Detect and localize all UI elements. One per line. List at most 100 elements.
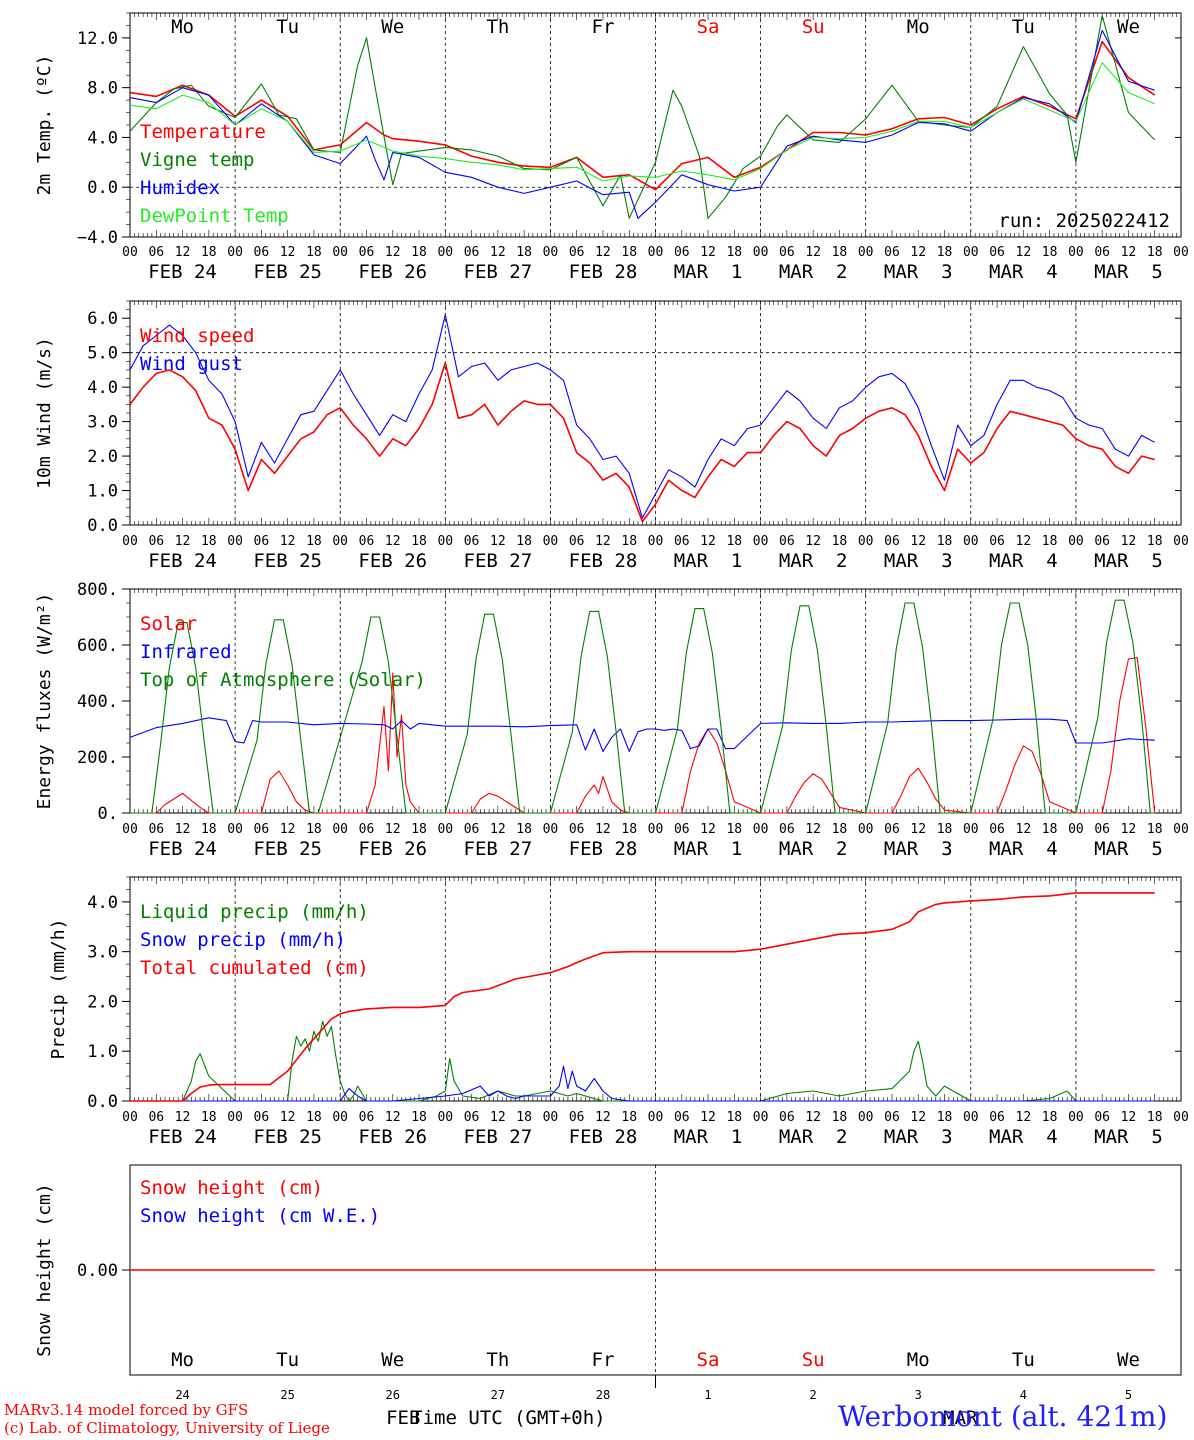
hour-tick-label: 06: [359, 822, 375, 837]
hour-tick-label: 18: [516, 1110, 532, 1125]
y-tick-label: 6.0: [87, 309, 118, 329]
date-label: MAR 5: [1094, 550, 1163, 572]
date-label: FEB 26: [358, 261, 427, 283]
hour-tick-label: 12: [175, 1110, 191, 1125]
hour-tick-label: 18: [1042, 534, 1058, 549]
hour-tick-label: 06: [464, 822, 480, 837]
day-abbr-label: We: [1117, 16, 1140, 38]
y-axis-label: 2m Temp. (ºC): [34, 55, 55, 196]
hour-tick-label: 12: [595, 1110, 611, 1125]
chart-panel-2: 0.0 1.0 2.0 3.0 4.0 5.0 6.0 10m Wind (m/s) 00 06 1…: [34, 300, 1189, 572]
hour-tick-label: 06: [884, 822, 900, 837]
hour-tick-label: 00: [122, 245, 138, 260]
hour-tick-label: 00: [858, 245, 874, 260]
hour-tick-label: 18: [726, 245, 742, 260]
y-tick-label: 0.00: [77, 1261, 118, 1281]
hour-tick-label: 00: [963, 822, 979, 837]
hour-tick-label: 12: [1016, 822, 1032, 837]
hour-tick-label: 06: [464, 534, 480, 549]
hour-tick-label: 18: [411, 245, 427, 260]
hour-tick-label: 12: [385, 245, 401, 260]
day-abbr-label: Su: [802, 1349, 825, 1371]
y-tick-label: 12.0: [77, 29, 118, 49]
hour-tick-label: 06: [779, 1110, 795, 1125]
hour-tick-label: 00: [753, 534, 769, 549]
hour-tick-label: 00: [543, 1110, 559, 1125]
y-tick-label: −4.0: [77, 228, 118, 248]
date-label: FEB 25: [253, 261, 322, 283]
x-axis-label: Time UTC (GMT+0h): [411, 1407, 605, 1429]
legend-entry: Top of Atmosphere (Solar): [140, 669, 426, 691]
hour-tick-label: 06: [1094, 1110, 1110, 1125]
series-line-snow-precip-mm-h: [130, 1065, 1155, 1102]
hour-tick-label: 12: [280, 1110, 296, 1125]
series-line-solar: [130, 657, 1156, 814]
day-number-label: 25: [280, 1388, 294, 1402]
hour-tick-label: 18: [306, 534, 322, 549]
date-label: MAR 4: [989, 550, 1058, 572]
y-tick-label: 600.: [77, 636, 118, 656]
hour-tick-label: 00: [437, 822, 453, 837]
hour-tick-label: 06: [674, 822, 690, 837]
hour-tick-label: 06: [254, 822, 270, 837]
y-axis-label: Precip (mm/h): [48, 919, 69, 1060]
series-line-liquid-precip-mm-h: [130, 1020, 1155, 1102]
hour-tick-label: 18: [201, 1110, 217, 1125]
hour-tick-label: 00: [858, 1110, 874, 1125]
hour-tick-label: 12: [1016, 245, 1032, 260]
y-tick-label: 0.0: [87, 516, 118, 536]
y-tick-label: 5.0: [87, 344, 118, 364]
legend-entry: Total cumulated (cm): [140, 957, 369, 979]
hour-tick-label: 18: [937, 1110, 953, 1125]
y-tick-label: 4.0: [87, 128, 118, 148]
hour-tick-label: 06: [148, 822, 164, 837]
hour-tick-label: 06: [148, 245, 164, 260]
model-credit-line-1: MARv3.14 model forced by GFS: [4, 1401, 249, 1419]
day-abbr-label: Su: [802, 16, 825, 38]
hour-tick-label: 18: [726, 1110, 742, 1125]
series-line-humidex: [129, 29, 1155, 219]
hour-tick-label: 06: [779, 534, 795, 549]
legend-entry: Vigne temp: [140, 149, 254, 171]
hour-tick-label: 00: [648, 534, 664, 549]
y-tick-label: 3.0: [87, 943, 118, 963]
hour-tick-label: 00: [1068, 245, 1084, 260]
day-number-label: 2: [810, 1388, 817, 1402]
hour-tick-label: 12: [805, 1110, 821, 1125]
date-label: FEB 24: [148, 1126, 217, 1148]
hour-tick-label: 18: [411, 1110, 427, 1125]
date-label: FEB 28: [569, 550, 638, 572]
meteogram-panels: −4.00.04.08.012.02m Temp. (ºC)Mo Tu We Th Fr…: [34, 12, 1189, 1429]
legend-entry: Wind speed: [140, 325, 254, 347]
y-axis-label: 10m Wind (m/s): [34, 337, 55, 489]
hour-tick-label: 18: [306, 245, 322, 260]
hour-tick-label: 00: [963, 534, 979, 549]
y-tick-label: 3.0: [87, 413, 118, 433]
hour-tick-label: 18: [1042, 1110, 1058, 1125]
hour-tick-label: 06: [674, 245, 690, 260]
hour-tick-label: 12: [280, 822, 296, 837]
date-label: MAR 1: [674, 261, 743, 283]
day-number-label: 24: [175, 1388, 189, 1402]
day-abbr-label: Sa: [697, 16, 720, 38]
day-number-label: 1: [704, 1388, 711, 1402]
day-abbr-label: Th: [486, 1349, 509, 1371]
series-line-total-cumulated-cm: [130, 892, 1155, 1102]
hour-tick-label: 06: [1094, 822, 1110, 837]
date-label: MAR 3: [884, 838, 953, 860]
hour-tick-label: 06: [884, 1110, 900, 1125]
day-abbr-label: Tu: [1012, 16, 1035, 38]
hour-tick-label: 12: [910, 1110, 926, 1125]
date-label: MAR 1: [674, 838, 743, 860]
hour-tick-label: 12: [385, 822, 401, 837]
hour-tick-label: 00: [858, 534, 874, 549]
date-label: MAR 4: [989, 838, 1058, 860]
hour-tick-label: 06: [1094, 245, 1110, 260]
hour-tick-label: 12: [910, 534, 926, 549]
hour-tick-label: 00: [963, 245, 979, 260]
hour-tick-label: 00: [648, 822, 664, 837]
hour-tick-label: 18: [1147, 1110, 1163, 1125]
hour-tick-label: 12: [175, 822, 191, 837]
